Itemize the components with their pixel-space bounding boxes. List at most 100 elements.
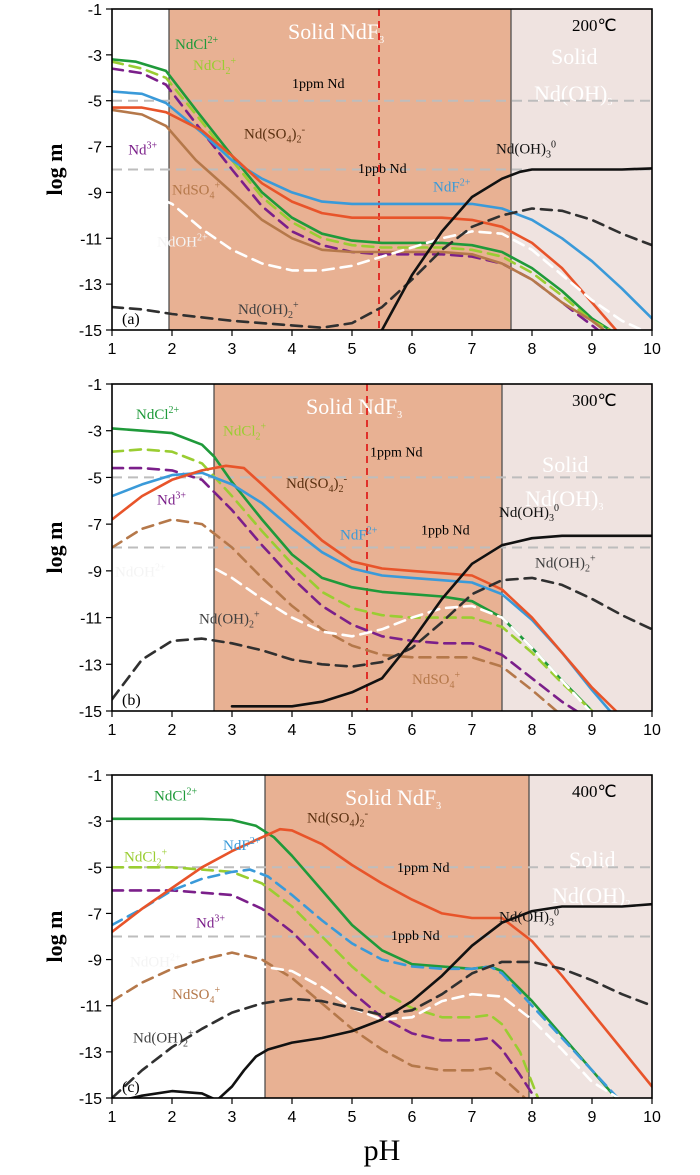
- series-line-nd3: [112, 466, 579, 711]
- threshold-label: 1ppb Nd: [358, 162, 407, 177]
- species-label-ndoh2: NdOH2+: [115, 563, 166, 581]
- series-line-ndoh2: [112, 965, 621, 1098]
- species-label-ndoh2: NdOH2+: [157, 232, 208, 250]
- series-line-ndso42: [112, 106, 618, 330]
- threshold-label: 1ppb Nd: [391, 929, 440, 944]
- series-line-ndcl2: [112, 817, 618, 1098]
- series-group: [112, 427, 652, 711]
- species-label-ndoh30: Nd(OH)30: [499, 908, 559, 929]
- panel-tag: (a): [122, 311, 140, 328]
- temperature-label: 400℃: [572, 782, 617, 801]
- x-tick-label: 5: [348, 1109, 357, 1126]
- y-tick-label: -11: [80, 999, 102, 1016]
- series-line-ndcl2p: [112, 60, 612, 330]
- series-line-ndoh2p: [112, 960, 652, 1098]
- x-tick-label: 8: [528, 341, 537, 358]
- species-label-ndso42: Nd(SO4)2-: [307, 807, 369, 829]
- species-label-ndcl2: NdCl2+: [136, 405, 180, 423]
- x-tick-label: 3: [228, 722, 237, 739]
- series-line-ndoh2p: [112, 207, 652, 329]
- x-tick-label: 4: [288, 722, 297, 739]
- x-tick-label: 8: [528, 1109, 537, 1126]
- zone-label-ndf3: Solid NdF3: [288, 19, 384, 46]
- series-group: [112, 58, 652, 330]
- series-line-ndf2: [112, 868, 620, 1098]
- series-line-ndso42: [112, 464, 618, 711]
- x-tick-label: 9: [588, 341, 597, 358]
- y-tick-label: -5: [88, 94, 102, 111]
- x-tick-label: 4: [288, 1109, 297, 1126]
- y-tick-label: -15: [79, 1091, 102, 1108]
- series-line-ndso42: [112, 827, 652, 1088]
- y-tick-label: -9: [88, 185, 102, 202]
- y-tick-label: -15: [79, 704, 102, 721]
- series-line-ndoh2p: [112, 576, 652, 701]
- species-label-ndso4: NdSO4+: [412, 670, 461, 691]
- y-tick-label: -7: [88, 517, 102, 534]
- y-tick-label: -11: [80, 231, 102, 248]
- y-tick-label: -15: [79, 323, 102, 340]
- x-tick-label: 1: [108, 341, 117, 358]
- species-label-ndoh2p: Nd(OH)2+: [199, 609, 260, 630]
- species-label-ndso42: Nd(SO4)2-: [286, 473, 348, 495]
- series-line-ndoh2: [112, 548, 592, 711]
- x-tick-label: 6: [408, 722, 417, 739]
- species-label-ndoh2p: Nd(OH)2+: [238, 300, 299, 321]
- zone-label-ndf3: Solid NdF3: [306, 394, 402, 421]
- x-tick-label: 1: [108, 1109, 117, 1126]
- y-axis-label: log m: [42, 522, 67, 574]
- species-label-ndso4: NdSO4+: [172, 181, 221, 202]
- zone-label-ndoh3: Nd(OH)3: [534, 81, 612, 108]
- threshold-label: 1ppb Nd: [421, 524, 470, 539]
- x-tick-label: 9: [588, 1109, 597, 1126]
- panel-tag: (b): [122, 692, 141, 709]
- species-label-ndf2: NdF2+: [340, 525, 378, 543]
- x-tick-label: 3: [228, 341, 237, 358]
- y-tick-label: -1: [88, 2, 102, 19]
- series-line-ndf2: [112, 90, 652, 320]
- y-tick-label: -13: [79, 277, 102, 294]
- species-label-ndcl2p: NdCl2+: [124, 848, 168, 869]
- x-tick-label: 3: [228, 1109, 237, 1126]
- y-tick-label: -3: [88, 424, 102, 441]
- y-tick-label: -9: [88, 953, 102, 970]
- series-line-ndso4: [112, 518, 559, 711]
- species-label-nd3: Nd3+: [196, 913, 225, 931]
- x-tick-label: 2: [168, 1109, 177, 1126]
- y-tick-label: -13: [79, 657, 102, 674]
- x-tick-label: 6: [408, 341, 417, 358]
- x-tick-label: 7: [468, 722, 477, 739]
- series-line-ndso4: [112, 951, 527, 1098]
- series-line-ndoh30: [230, 534, 652, 708]
- series-line-ndcl2p: [112, 866, 540, 1098]
- zone-label-solid: Solid: [542, 452, 588, 477]
- species-label-ndoh30: Nd(OH)30: [496, 139, 556, 160]
- species-label-ndoh30: Nd(OH)30: [499, 503, 559, 524]
- species-label-ndcl2p: NdCl2+: [193, 56, 237, 77]
- series-line-nd3: [112, 889, 537, 1098]
- series-group: [112, 817, 652, 1098]
- x-tick-label: 6: [408, 1109, 417, 1126]
- species-label-ndcl2p: NdCl2+: [223, 421, 267, 442]
- y-tick-label: -1: [88, 377, 102, 394]
- y-tick-label: -13: [79, 1045, 102, 1062]
- x-tick-label: 10: [643, 722, 661, 739]
- y-tick-label: -1: [88, 768, 102, 785]
- panel-b: Solid NdF3 Solid Nd(OH)3 300℃ 1ppm Nd 1ppb Nd…: [42, 377, 661, 739]
- series-line-ndcl2: [112, 58, 612, 330]
- species-label-ndcl2: NdCl2+: [154, 786, 198, 804]
- series-line-bottomline: [126, 1089, 216, 1098]
- zone-label-solid: Solid: [551, 44, 597, 69]
- zone-label-ndoh3: Nd(OH)2: [552, 883, 630, 910]
- y-tick-label: -5: [88, 470, 102, 487]
- species-label-ndso42: Nd(SO4)2-: [244, 124, 306, 146]
- y-tick-label: -7: [88, 906, 102, 923]
- x-tick-label: 2: [168, 341, 177, 358]
- x-tick-label: 5: [348, 341, 357, 358]
- plot-frame: [111, 383, 653, 712]
- species-label-ndf2: NdF2+: [223, 836, 261, 854]
- panel-tag: (c): [122, 1079, 140, 1096]
- series-line-ndcl2p: [112, 448, 594, 711]
